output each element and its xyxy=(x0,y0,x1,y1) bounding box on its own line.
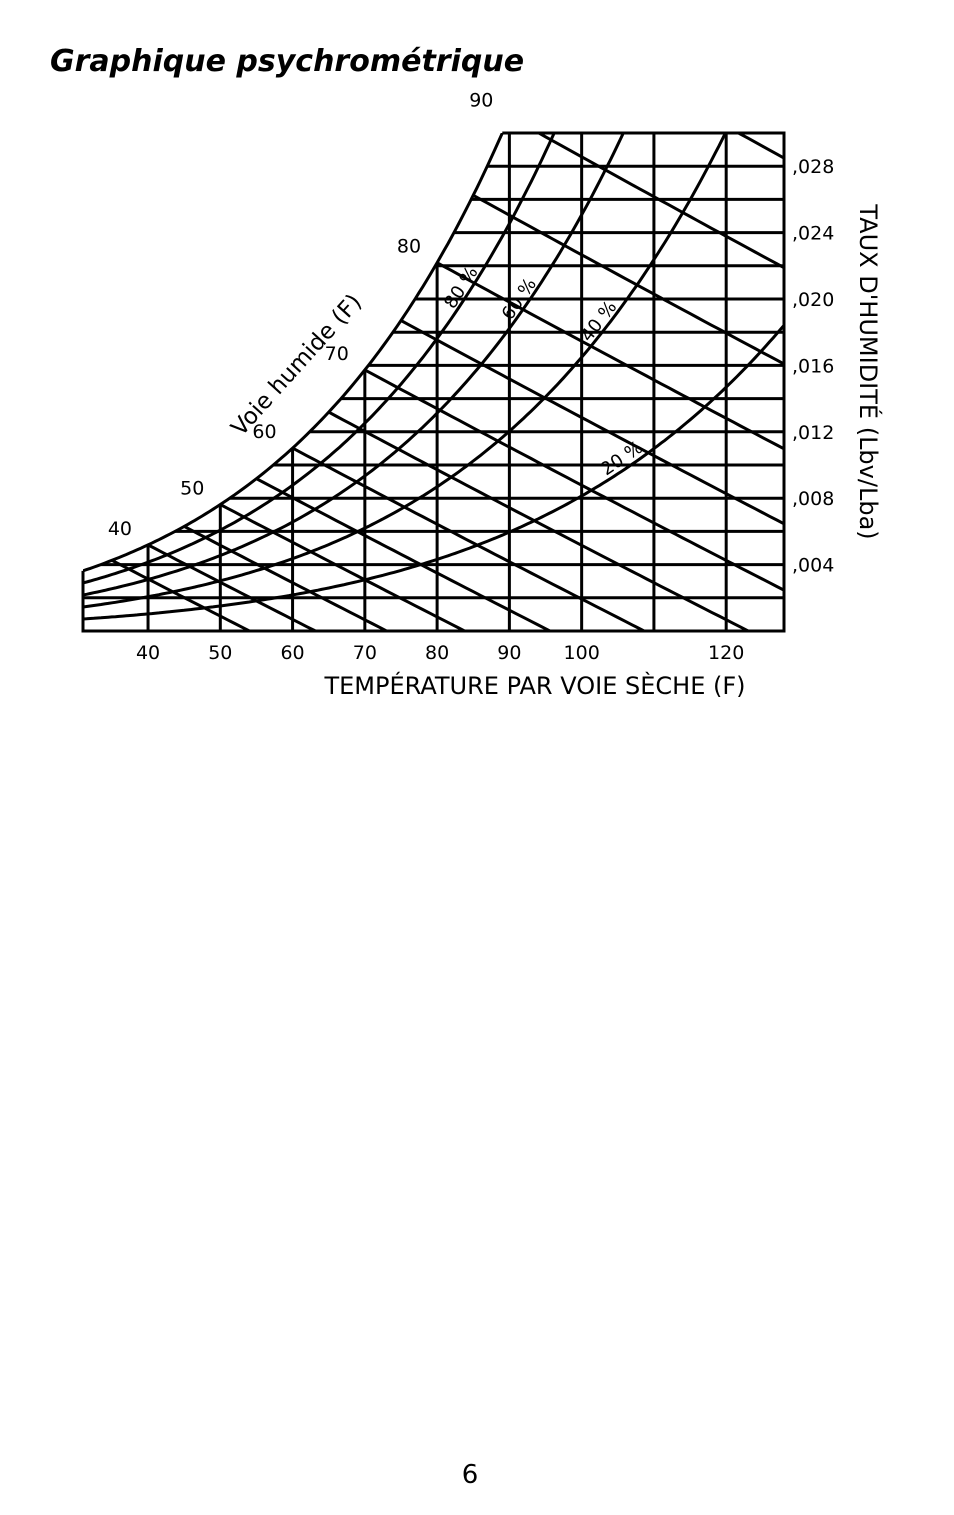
y-tick-label: ,016 xyxy=(792,355,834,377)
wet-bulb-line xyxy=(436,261,784,451)
wet-bulb-value-label: 90 xyxy=(469,90,493,112)
x-tick-label: 40 xyxy=(136,642,160,664)
wet-bulb-line xyxy=(255,477,554,631)
wet-bulb-line xyxy=(472,193,784,366)
relative-humidity-label: 80 % xyxy=(440,263,482,313)
x-tick-label: 90 xyxy=(497,642,521,664)
y-tick-label: ,012 xyxy=(792,422,834,444)
wet-bulb-value-label: 70 xyxy=(325,343,349,365)
y-axis-label: TAUX D'HUMIDITÉ (Lbv/Lba) xyxy=(854,203,883,539)
y-tick-label: ,008 xyxy=(792,488,834,510)
wet-bulb-line xyxy=(735,133,784,160)
y-tick-label: ,024 xyxy=(792,223,834,245)
x-tick-label: 70 xyxy=(353,642,377,664)
wet-bulb-line xyxy=(400,319,784,526)
x-tick-label: 120 xyxy=(708,642,744,664)
wet-bulb-line xyxy=(291,446,648,631)
clipped-lines xyxy=(83,133,784,631)
x-tick-label: 80 xyxy=(425,642,449,664)
plot-frame xyxy=(81,131,786,633)
psychrometric-chart: 40 50 60 70 80 90 100 120 ,004 ,008 ,012 ,016 ,020 ,0… xyxy=(81,90,883,700)
chart-labels: 40 50 60 70 80 90 100 120 ,004 ,008 ,012 ,016 ,020 ,0… xyxy=(108,90,883,700)
y-tick-label: ,028 xyxy=(792,156,834,178)
wet-bulb-axis-label: Voie humide (F) xyxy=(227,289,367,441)
x-tick-label: 60 xyxy=(280,642,304,664)
plot-lines xyxy=(81,131,786,633)
relative-humidity-curve xyxy=(83,133,556,585)
wet-bulb-line xyxy=(111,558,253,631)
relative-humidity-label: 40 % xyxy=(577,297,622,346)
wet-bulb-line xyxy=(183,525,391,631)
relative-humidity-curve xyxy=(83,133,728,609)
relative-humidity-curve xyxy=(83,322,784,621)
x-tick-label: 100 xyxy=(564,642,600,664)
x-tick-label: 50 xyxy=(208,642,232,664)
page-number: 6 xyxy=(461,1460,479,1490)
saturation-curve xyxy=(83,133,504,573)
page-title: Graphique psychrométrique xyxy=(50,44,525,79)
wet-bulb-line xyxy=(535,133,784,270)
wet-bulb-value-label: 40 xyxy=(108,518,132,540)
wet-bulb-value-label: 80 xyxy=(397,236,421,258)
wet-bulb-line xyxy=(147,543,319,631)
wet-bulb-line xyxy=(219,503,468,631)
wet-bulb-value-label: 50 xyxy=(180,478,204,500)
wet-bulb-line xyxy=(327,410,752,631)
wet-bulb-value-label: 60 xyxy=(252,421,276,443)
relative-humidity-curve xyxy=(83,133,625,597)
y-tick-label: ,020 xyxy=(792,289,834,311)
x-axis-label: TEMPÉRATURE PAR VOIE SÈCHE (F) xyxy=(323,671,745,700)
relative-humidity-label: 20 % xyxy=(597,437,647,480)
y-tick-label: ,004 xyxy=(792,555,834,577)
